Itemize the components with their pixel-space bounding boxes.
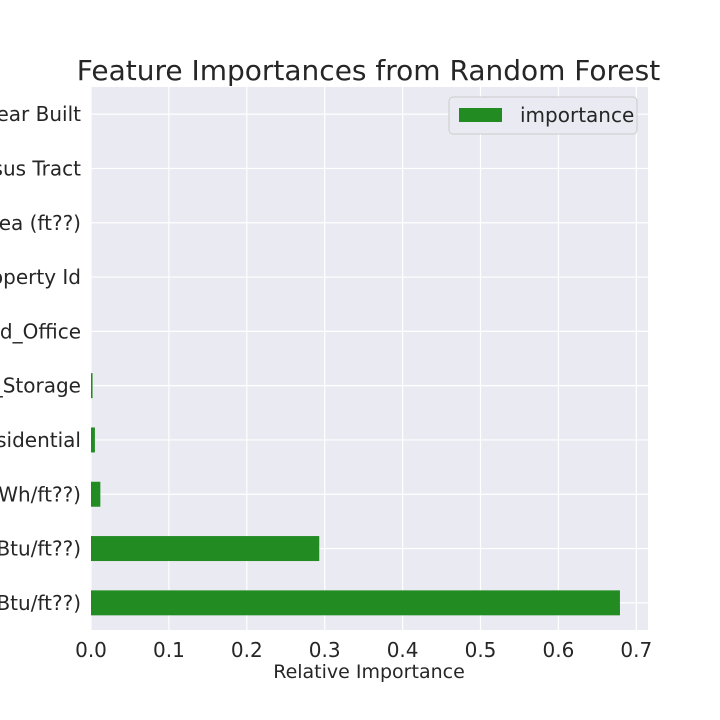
x-tick-label: 0.4 [387,638,419,662]
y-tick-label: operty Id [0,265,81,289]
chart-title: Feature Importances from Random Forest [77,54,660,87]
bars [91,373,620,616]
legend-label: importance [520,103,634,127]
bar [91,373,93,399]
y-tick-label: sus Tract [0,156,81,180]
y-tick-label: d_Office [0,319,81,343]
legend-swatch [459,108,502,122]
bar [91,427,95,453]
y-tick-label: ea (ft??) [0,211,81,235]
x-tick-label: 0.2 [231,638,263,662]
y-tick-label: Btu/ft??) [0,591,81,615]
y-tick-label: Wh/ft??) [0,482,81,506]
x-tick-label: 0.7 [620,638,652,662]
x-axis-label: Relative Importance [273,661,465,683]
y-tick-label: Year Built [0,102,81,126]
legend-box [448,96,638,135]
y-tick-label: sidential [0,428,81,452]
x-tick-label: 0.5 [465,638,497,662]
x-tick-labels: 0.0 0.1 0.2 0.3 0.4 0.5 0.6 0.7 [75,638,652,662]
y-tick-label: Btu/ft??) [0,537,81,561]
legend: importance [448,96,638,135]
y-tick-label: _Storage [0,374,81,398]
x-tick-label: 0.1 [153,638,185,662]
x-tick-label: 0.0 [75,638,107,662]
y-tick-labels: Year Built sus Tract ea (ft??) operty Id d_O… [0,102,81,615]
bar [91,536,320,562]
bar [91,590,620,616]
x-tick-label: 0.3 [309,638,341,662]
bar [91,481,101,507]
x-tick-label: 0.6 [543,638,575,662]
